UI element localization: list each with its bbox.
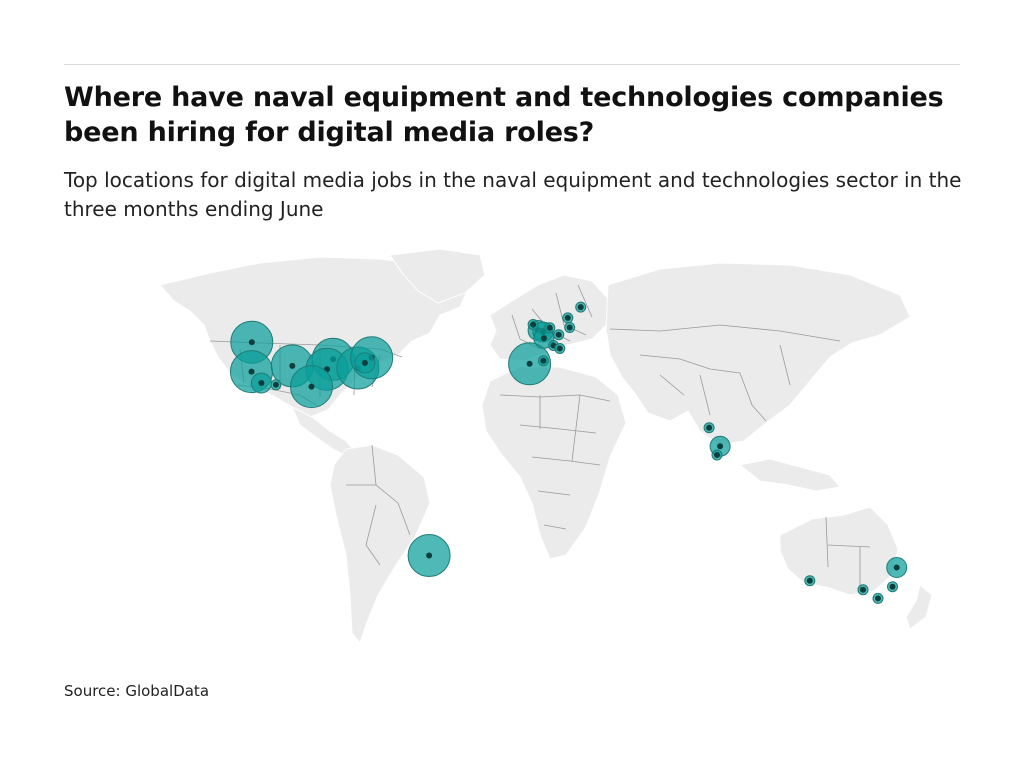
bubble-layer bbox=[230, 301, 908, 604]
location-center-dot bbox=[361, 359, 368, 366]
australia-borders bbox=[825, 516, 871, 589]
new-zealand-landmass bbox=[905, 584, 933, 630]
asia-landmass bbox=[605, 262, 911, 446]
chart-title: Where have naval equipment and technolog… bbox=[64, 82, 944, 148]
southeast-asia-islands bbox=[738, 458, 841, 492]
location-center-dot bbox=[566, 324, 573, 331]
location-center-dot bbox=[526, 360, 533, 367]
africa-landmass bbox=[481, 366, 627, 560]
location-center-dot bbox=[308, 383, 315, 390]
location-center-dot bbox=[875, 595, 881, 602]
top-divider bbox=[64, 64, 960, 65]
location-center-dot bbox=[546, 324, 553, 331]
land-layer bbox=[159, 248, 933, 645]
location-center-dot bbox=[272, 381, 279, 388]
location-center-dot bbox=[556, 345, 563, 352]
location-center-dot bbox=[540, 357, 547, 364]
source-note: Source: GlobalData bbox=[64, 682, 210, 700]
location-center-dot bbox=[806, 577, 813, 584]
location-center-dot bbox=[540, 335, 547, 342]
south-america-landmass bbox=[329, 444, 431, 645]
europe-landmass bbox=[489, 274, 611, 362]
location-center-dot bbox=[860, 586, 866, 593]
location-center-dot bbox=[530, 321, 537, 328]
world-map bbox=[159, 248, 933, 645]
central-america-landmass bbox=[290, 405, 355, 456]
asia-borders bbox=[609, 324, 841, 422]
greenland-landmass bbox=[389, 248, 486, 304]
location-center-dot bbox=[564, 314, 571, 321]
location-center-dot bbox=[577, 304, 584, 311]
south-america-borders bbox=[346, 444, 411, 566]
location-center-dot bbox=[248, 368, 255, 375]
australia-landmass bbox=[779, 506, 899, 596]
location-center-dot bbox=[893, 564, 900, 571]
location-center-dot bbox=[248, 339, 255, 346]
location-center-dot bbox=[555, 331, 562, 338]
location-center-dot bbox=[717, 443, 724, 450]
location-center-dot bbox=[706, 424, 713, 431]
location-center-dot bbox=[289, 362, 296, 369]
chart-subtitle: Top locations for digital media jobs in … bbox=[64, 168, 962, 221]
location-center-dot bbox=[426, 552, 433, 559]
africa-borders bbox=[499, 394, 611, 530]
location-center-dot bbox=[258, 380, 265, 386]
location-center-dot bbox=[889, 583, 896, 590]
location-center-dot bbox=[714, 452, 720, 458]
